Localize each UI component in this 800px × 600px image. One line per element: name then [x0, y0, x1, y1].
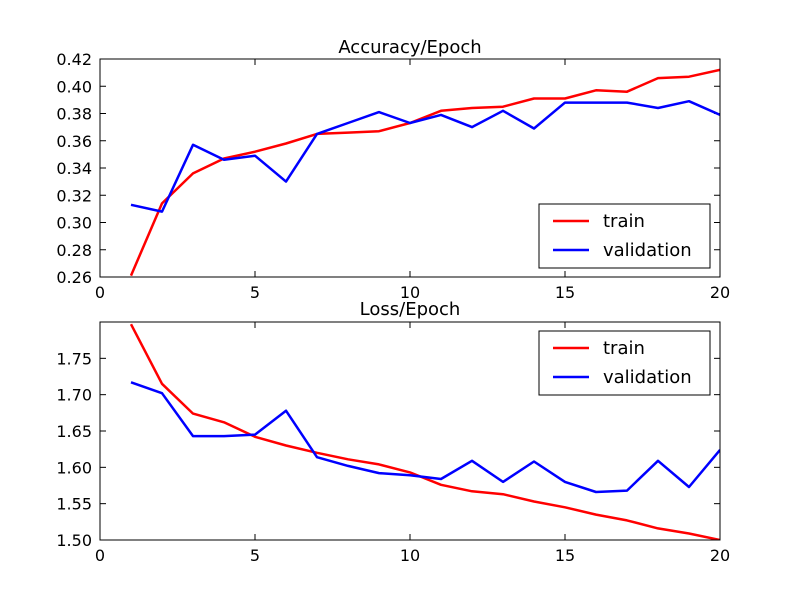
accuracy-x-tick-label: 20 — [710, 283, 730, 302]
accuracy-x-tick-label: 5 — [250, 283, 260, 302]
accuracy-series-validation-line — [130, 99, 720, 213]
loss-y-tick-label: 1.60 — [56, 458, 92, 477]
accuracy-y-tick-label: 0.42 — [56, 50, 92, 69]
loss-plot-area: 0 5 10 15 20 1.50 1.55 1.60 1.65 1.70 1.75 — [56, 322, 730, 565]
loss-y-tick-label: 1.50 — [56, 531, 92, 550]
loss-x-tick-label: 20 — [710, 546, 730, 565]
accuracy-x-tick-label: 10 — [400, 283, 420, 302]
accuracy-chart-title: Accuracy/Epoch — [338, 37, 481, 58]
loss-series-validation-line — [130, 381, 720, 494]
accuracy-y-tick-label: 0.32 — [56, 186, 92, 205]
loss-chart-title: Loss/Epoch — [360, 299, 461, 320]
loss-x-tick-label: 15 — [555, 546, 575, 565]
loss-y-tick-label: 1.65 — [56, 422, 92, 441]
accuracy-x-tick-label: 0 — [95, 283, 105, 302]
accuracy-y-tick-label: 0.34 — [56, 159, 92, 178]
accuracy-y-tick-label: 0.30 — [56, 214, 92, 233]
accuracy-y-tick-label: 0.28 — [56, 241, 92, 260]
loss-series-train-line — [129, 323, 720, 540]
loss-y-tick-label: 1.55 — [56, 495, 92, 514]
loss-chart: Loss/Epoch 0 5 10 15 20 1.50 1.55 1.60 1.65 1.70 1… — [56, 299, 730, 565]
accuracy-legend: train validation — [538, 203, 711, 269]
accuracy-plot-area: 0 5 10 15 20 0.26 0.28 0.30 0.32 0.34 0.36 0.38 0.40… — [56, 50, 730, 302]
loss-legend-validation-label: validation — [603, 367, 692, 388]
accuracy-chart: Accuracy/Epoch 0 5 10 15 200.260.280.300.320… — [56, 37, 730, 302]
loss-plot-frame — [99, 321, 721, 541]
loss-y-tick-label: 1.75 — [56, 349, 92, 368]
accuracy-y-tick-label: 0.26 — [56, 268, 92, 287]
loss-x-tick-label: 0 — [95, 546, 105, 565]
accuracy-legend-train-label: train — [603, 211, 645, 232]
loss-x-tick-label: 5 — [250, 546, 260, 565]
accuracy-y-tick-label: 0.36 — [56, 132, 92, 151]
accuracy-x-tick-label: 15 — [555, 283, 575, 302]
loss-legend-train-label: train — [603, 338, 645, 359]
loss-legend: train validation — [538, 330, 711, 396]
accuracy-series-train-line — [129, 68, 720, 277]
loss-x-tick-label: 10 — [400, 546, 420, 565]
accuracy-legend-box — [538, 203, 711, 269]
accuracy-plot-frame — [99, 58, 721, 278]
loss-legend-box — [538, 330, 711, 396]
accuracy-y-tick-label: 0.38 — [56, 105, 92, 124]
accuracy-y-tick-label: 0.40 — [56, 77, 92, 96]
accuracy-legend-validation-label: validation — [603, 240, 692, 261]
loss-y-tick-label: 1.70 — [56, 386, 92, 405]
